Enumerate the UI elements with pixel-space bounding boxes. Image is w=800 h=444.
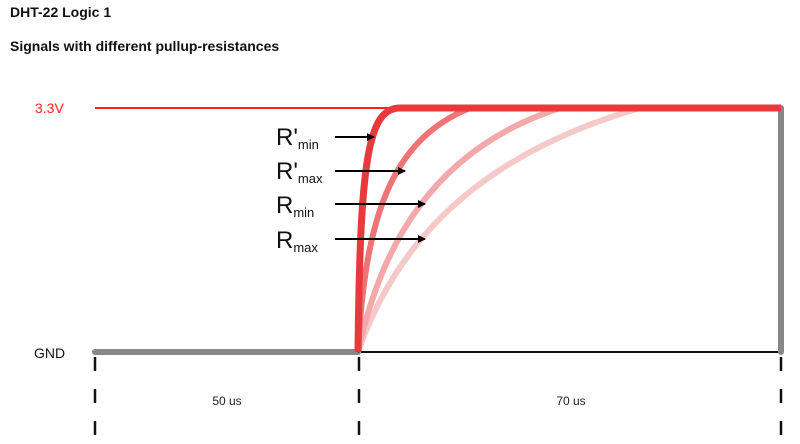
label-rmax: Rmax [276,227,318,255]
label-rprime-max: R'max [276,158,323,186]
svg-text:R'min: R'min [276,124,319,152]
high-level-label: 3.3V [35,100,64,116]
curve-rmax [355,105,781,353]
label-rmin: Rmin [276,192,314,220]
low-level-label: GND [34,345,65,361]
curve-rmin [355,105,781,353]
page-subtitle: Signals with different pullup-resistance… [10,38,280,54]
svg-text:R'max: R'max [276,158,323,186]
label-rprime-min: R'min [276,124,319,152]
svg-text:Rmin: Rmin [276,192,314,220]
high-duration-label: 70 us [556,394,585,408]
svg-text:Rmax: Rmax [276,227,318,255]
page-title: DHT-22 Logic 1 [10,4,112,20]
curve-rprime-min [354,104,781,353]
curve-rprime-max [355,105,781,353]
low-duration-label: 50 us [212,394,241,408]
